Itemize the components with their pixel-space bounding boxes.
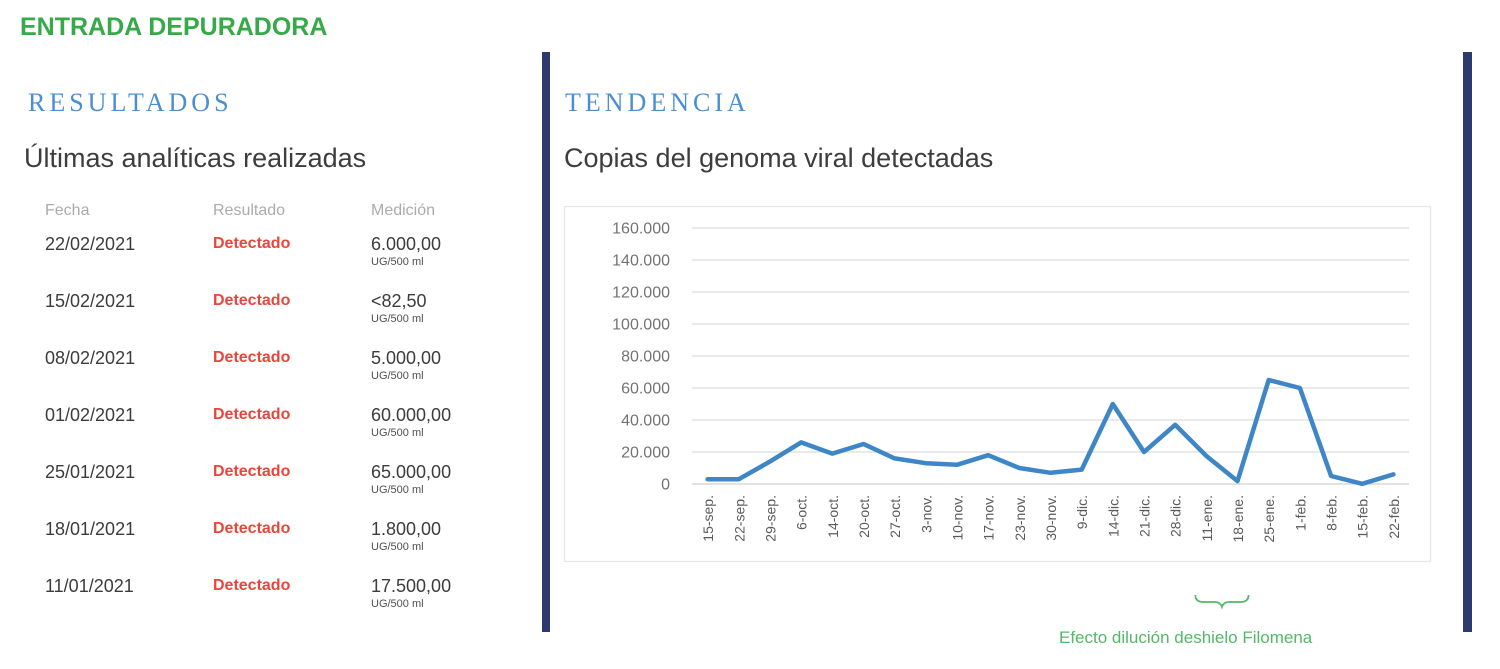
row-measurement: 17.500,00 UG/500 ml: [371, 576, 517, 633]
measurement-value: <82,50: [371, 291, 427, 311]
x-tick-label: 28-dic.: [1168, 495, 1184, 537]
y-tick-label: 120.000: [612, 285, 670, 302]
row-date: 18/01/2021: [45, 519, 136, 539]
row-measurement: 6.000,00 UG/500 ml: [371, 234, 517, 291]
trend-series-line: [705, 377, 1396, 487]
measurement-value: 1.800,00: [371, 519, 442, 539]
page-title: ENTRADA DEPURADORA: [20, 13, 328, 41]
row-date: 22/02/2021: [45, 234, 136, 254]
measurement-unit: UG/500 ml: [371, 598, 424, 610]
chart-border: [563, 205, 1432, 563]
x-tick-label: 14-oct.: [825, 495, 841, 538]
x-tick-label: 17-nov.: [981, 495, 997, 541]
trend-title: Copias del genoma viral detectadas: [564, 143, 994, 173]
row-date: 15/02/2021: [45, 291, 136, 311]
measurement-value: 65.000,00: [371, 462, 452, 482]
row-result: Detectado: [213, 520, 291, 537]
x-tick-label: 27-oct.: [887, 495, 903, 538]
row-measurement: 5.000,00 UG/500 ml: [371, 348, 517, 405]
x-tick-label: 22-feb.: [1386, 495, 1402, 539]
row-measurement: 1.800,00 UG/500 ml: [371, 519, 517, 576]
x-tick-label: 11-ene.: [1199, 495, 1215, 541]
measurement-value: 6.000,00: [371, 234, 442, 254]
row-result: Detectado: [213, 406, 291, 423]
row-result: Detectado: [213, 349, 291, 366]
y-tick-label: 140.000: [612, 253, 670, 270]
x-tick-label: 23-nov.: [1012, 495, 1028, 541]
annotation-brace: [1194, 594, 1250, 610]
y-tick-label: 20.000: [621, 445, 670, 462]
results-table: Fecha Resultado Medición 22/02/2021 Detectad…: [45, 202, 517, 633]
row-result: Detectado: [213, 577, 291, 594]
measurement-unit: UG/500 ml: [371, 427, 424, 439]
row-result: Detectado: [213, 235, 291, 252]
trend-line-chart: 0 20.000 40.000 60.000 80.000 100.000 120.000 1…: [563, 205, 1432, 610]
measurement-unit: UG/500 ml: [371, 370, 424, 382]
x-tick-label: 3-nov.: [918, 495, 934, 533]
measurement-unit: UG/500 ml: [371, 484, 424, 496]
x-tick-label: 15-sep.: [700, 495, 716, 542]
x-tick-label: 21-dic.: [1137, 495, 1153, 537]
y-tick-label: 40.000: [621, 413, 670, 430]
measurement-unit: UG/500 ml: [371, 313, 424, 325]
row-result: Detectado: [213, 292, 291, 309]
measurement-value: 17.500,00: [371, 576, 452, 596]
results-section-label: RESULTADOS: [28, 88, 233, 117]
y-tick-label: 160.000: [612, 221, 670, 238]
x-tick-label: 20-oct.: [856, 495, 872, 538]
x-tick-label: 22-sep.: [731, 495, 747, 542]
x-tick-label: 18-ene.: [1230, 495, 1246, 542]
x-tick-label: 1-feb.: [1292, 495, 1308, 531]
y-tick-label: 100.000: [612, 317, 670, 334]
x-tick-label: 29-sep.: [762, 495, 778, 542]
row-measurement: <82,50 UG/500 ml: [371, 291, 517, 348]
row-result: Detectado: [213, 463, 291, 480]
column-header-2: Medición: [371, 202, 436, 219]
y-tick-label: 80.000: [621, 349, 670, 366]
x-tick-label: 14-dic.: [1105, 495, 1121, 537]
x-tick-label: 25-ene.: [1261, 495, 1277, 542]
y-tick-label: 0: [661, 477, 670, 494]
column-header-0: Fecha: [45, 202, 90, 219]
x-tick-label: 8-feb.: [1324, 495, 1340, 531]
results-subtitle: Últimas analíticas realizadas: [24, 143, 367, 173]
column-header-1: Resultado: [213, 202, 286, 219]
row-date: 25/01/2021: [45, 462, 136, 482]
divider-bar-right: [1463, 52, 1472, 632]
x-tick-label: 30-nov.: [1043, 495, 1059, 541]
measurement-value: 5.000,00: [371, 348, 442, 368]
trend-section-label: TENDENCIA: [565, 88, 750, 117]
y-tick-label: 60.000: [621, 381, 670, 398]
chart-annotation: Efecto dilución deshielo Filomena: [1059, 628, 1313, 647]
row-measurement: 60.000,00 UG/500 ml: [371, 405, 517, 462]
measurement-value: 60.000,00: [371, 405, 452, 425]
x-tick-label: 6-oct.: [794, 495, 810, 530]
x-tick-label: 9-dic.: [1074, 495, 1090, 529]
row-date: 08/02/2021: [45, 348, 136, 368]
divider-bar-left: [542, 52, 550, 632]
x-tick-label: 10-nov.: [949, 495, 965, 541]
measurement-unit: UG/500 ml: [371, 541, 424, 553]
measurement-unit: UG/500 ml: [371, 256, 424, 268]
row-date: 11/01/2021: [45, 576, 134, 596]
row-date: 01/02/2021: [45, 405, 136, 425]
row-measurement: 65.000,00 UG/500 ml: [371, 462, 517, 519]
x-tick-label: 15-feb.: [1355, 495, 1371, 539]
